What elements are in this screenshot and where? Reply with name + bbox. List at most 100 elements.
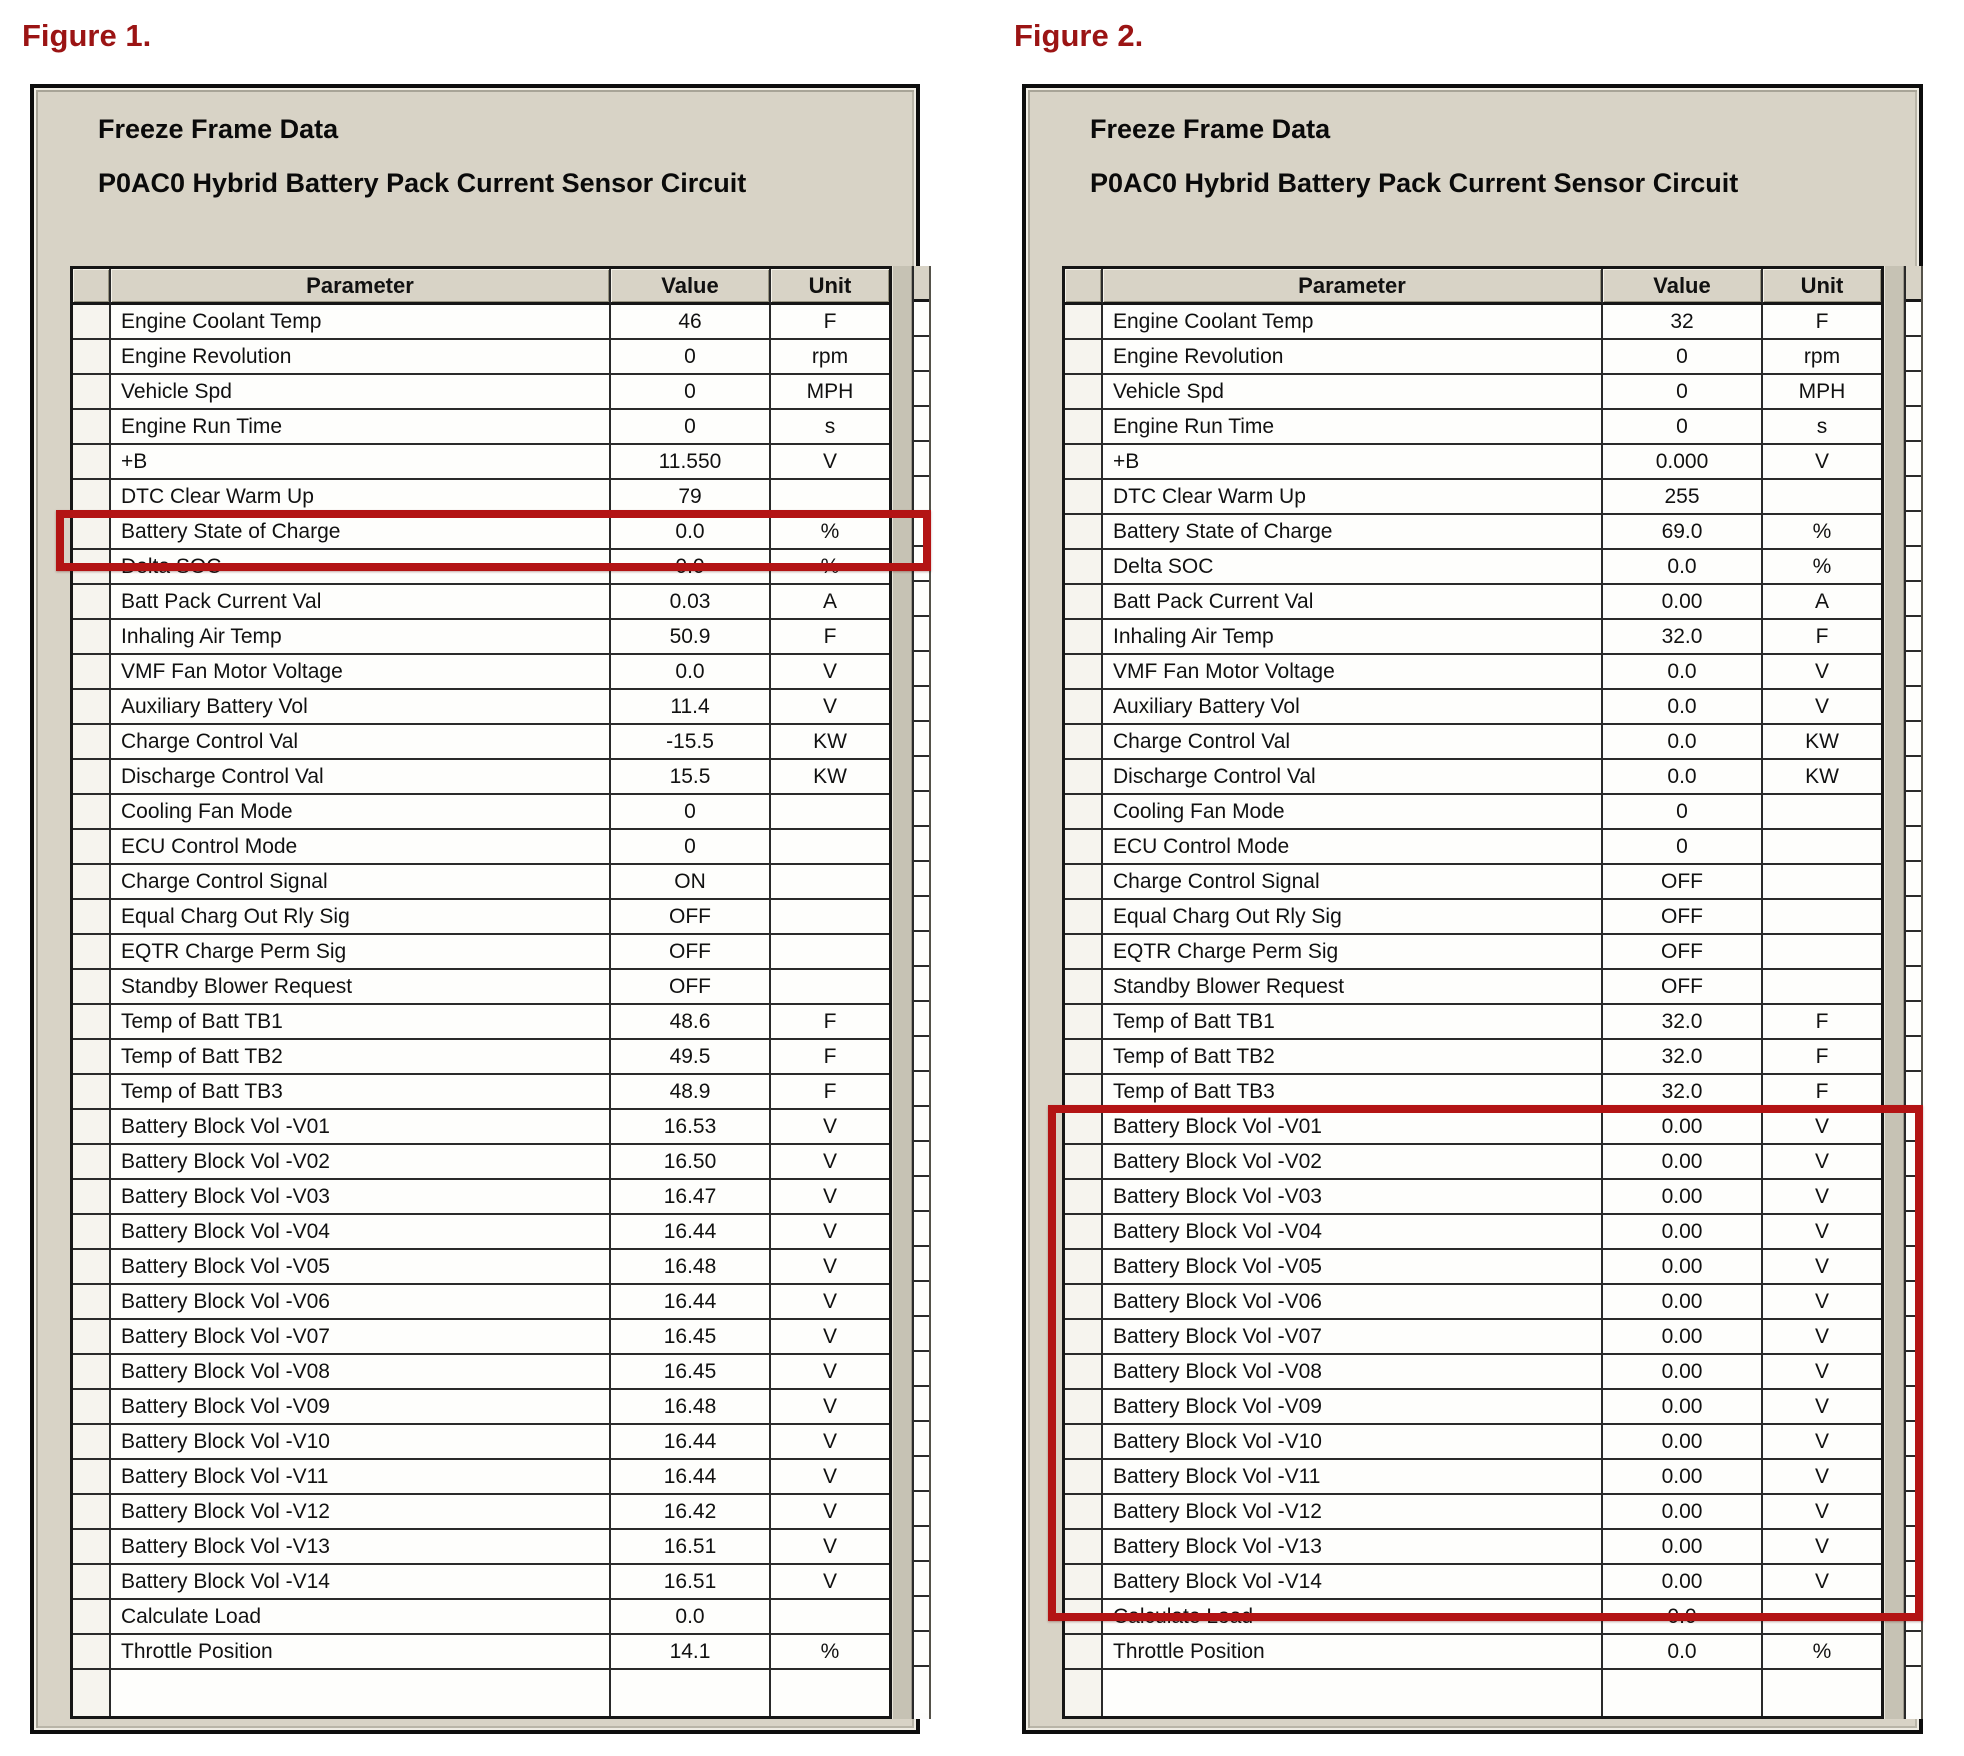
row-selector[interactable] [73, 1530, 111, 1565]
table-row[interactable]: Battery State of Charge 0.0% [73, 515, 889, 550]
row-selector[interactable] [1065, 305, 1103, 340]
row-selector[interactable] [1065, 1495, 1103, 1530]
row-selector[interactable] [73, 585, 111, 620]
table-row[interactable]: Engine Revolution 0 rpm [1065, 340, 1881, 375]
row-selector[interactable] [73, 550, 111, 585]
row-selector[interactable] [73, 340, 111, 375]
table-row[interactable]: Battery Block Vol -V06 0.00 V [1065, 1285, 1881, 1320]
table-row[interactable]: Temp of Batt TB1 32.0 F [1065, 1005, 1881, 1040]
table-row[interactable]: Delta SOC 0.0% [1065, 550, 1881, 585]
row-selector[interactable] [1065, 1145, 1103, 1180]
row-selector[interactable] [1065, 445, 1103, 480]
row-selector[interactable] [73, 1180, 111, 1215]
table-row[interactable]: Charge Control Val 0.0 KW [1065, 725, 1881, 760]
row-selector[interactable] [73, 690, 111, 725]
table-row[interactable]: Battery Block Vol -V13 0.00 V [1065, 1530, 1881, 1565]
row-selector[interactable] [1065, 1530, 1103, 1565]
table-row[interactable]: VMF Fan Motor Voltage 0.0 V [1065, 655, 1881, 690]
row-selector[interactable] [1065, 935, 1103, 970]
row-selector[interactable] [1065, 1320, 1103, 1355]
table-row[interactable]: Vehicle Spd 0 MPH [73, 375, 889, 410]
row-selector[interactable] [1065, 1390, 1103, 1425]
row-selector[interactable] [1065, 1565, 1103, 1600]
table-row[interactable]: Battery Block Vol -V05 16.48 V [73, 1250, 889, 1285]
row-selector[interactable] [73, 1215, 111, 1250]
row-selector[interactable] [73, 1075, 111, 1110]
row-selector[interactable] [73, 725, 111, 760]
table-row[interactable]: Battery Block Vol -V01 16.53 V [73, 1110, 889, 1145]
row-selector[interactable] [1065, 1075, 1103, 1110]
row-selector[interactable] [73, 515, 111, 550]
table-row[interactable]: Battery Block Vol -V02 0.00 V [1065, 1145, 1881, 1180]
row-selector[interactable] [1065, 375, 1103, 410]
table-row[interactable]: Battery Block Vol -V04 0.00 V [1065, 1215, 1881, 1250]
table-row[interactable]: Engine Revolution 0 rpm [73, 340, 889, 375]
table-row[interactable]: Battery Block Vol -V07 0.00 V [1065, 1320, 1881, 1355]
row-selector[interactable] [73, 375, 111, 410]
row-selector[interactable] [1065, 865, 1103, 900]
row-selector[interactable] [73, 830, 111, 865]
figure2-vertical-scrollbar[interactable] [1884, 266, 1906, 1719]
table-row[interactable]: Calculate Load 0.0 [1065, 1600, 1881, 1635]
row-selector[interactable] [1065, 1425, 1103, 1460]
row-selector[interactable] [73, 480, 111, 515]
table-row[interactable]: VMF Fan Motor Voltage 0.0 V [73, 655, 889, 690]
row-selector[interactable] [73, 795, 111, 830]
table-row[interactable]: Battery Block Vol -V10 16.44 V [73, 1425, 889, 1460]
table-row[interactable]: Battery Block Vol -V11 0.00 V [1065, 1460, 1881, 1495]
table-row[interactable]: ECU Control Mode 0 [1065, 830, 1881, 865]
row-selector[interactable] [73, 1040, 111, 1075]
table-row[interactable]: Battery Block Vol -V10 0.00 V [1065, 1425, 1881, 1460]
table-row[interactable]: Auxiliary Battery Vol 11.4 V [73, 690, 889, 725]
row-selector[interactable] [1065, 795, 1103, 830]
row-selector[interactable] [73, 305, 111, 340]
table-row[interactable]: EQTR Charge Perm Sig OFF [1065, 935, 1881, 970]
row-selector[interactable] [73, 655, 111, 690]
row-selector[interactable] [73, 1460, 111, 1495]
table-row[interactable]: Charge Control Signal ON [73, 865, 889, 900]
row-selector[interactable] [73, 1005, 111, 1040]
table-row[interactable]: Battery Block Vol -V12 0.00 V [1065, 1495, 1881, 1530]
table-row[interactable]: Charge Control Val -15.5 KW [73, 725, 889, 760]
table-row[interactable]: Battery Block Vol -V09 16.48 V [73, 1390, 889, 1425]
row-selector[interactable] [1065, 1215, 1103, 1250]
row-selector[interactable] [73, 1425, 111, 1460]
table-row[interactable]: Engine Coolant Temp 46 F [73, 305, 889, 340]
row-selector[interactable] [1065, 900, 1103, 935]
table-row[interactable]: Temp of Batt TB2 49.5 F [73, 1040, 889, 1075]
table-row[interactable]: Standby Blower Request OFF [73, 970, 889, 1005]
row-selector[interactable] [73, 900, 111, 935]
row-selector[interactable] [1065, 480, 1103, 515]
table-row[interactable]: Battery Block Vol -V11 16.44 V [73, 1460, 889, 1495]
table-row[interactable]: Battery Block Vol -V12 16.42 V [73, 1495, 889, 1530]
table-row[interactable]: Battery Block Vol -V03 0.00 V [1065, 1180, 1881, 1215]
row-selector[interactable] [73, 1635, 111, 1670]
table-row[interactable]: Temp of Batt TB2 32.0 F [1065, 1040, 1881, 1075]
row-selector[interactable] [73, 445, 111, 480]
table-row[interactable]: Battery Block Vol -V04 16.44 V [73, 1215, 889, 1250]
table-row[interactable]: Charge Control Signal OFF [1065, 865, 1881, 900]
table-row[interactable]: Calculate Load 0.0 [73, 1600, 889, 1635]
table-row[interactable]: DTC Clear Warm Up 79 [73, 480, 889, 515]
table-row[interactable]: Inhaling Air Temp 50.9 F [73, 620, 889, 655]
row-selector[interactable] [1065, 585, 1103, 620]
table-row[interactable]: Cooling Fan Mode 0 [1065, 795, 1881, 830]
row-selector[interactable] [1065, 340, 1103, 375]
table-row[interactable]: Battery Block Vol -V02 16.50 V [73, 1145, 889, 1180]
table-row[interactable]: Discharge Control Val 15.5 KW [73, 760, 889, 795]
table-row[interactable]: Throttle Position 14.1% [73, 1635, 889, 1670]
row-selector[interactable] [73, 1285, 111, 1320]
table-row[interactable]: Battery Block Vol -V08 0.00 V [1065, 1355, 1881, 1390]
row-selector[interactable] [73, 1600, 111, 1635]
table-row[interactable]: ECU Control Mode 0 [73, 830, 889, 865]
row-selector[interactable] [1065, 1005, 1103, 1040]
row-selector[interactable] [73, 970, 111, 1005]
row-selector[interactable] [1065, 1285, 1103, 1320]
row-selector[interactable] [1065, 1635, 1103, 1670]
table-row[interactable]: Throttle Position 0.0% [1065, 1635, 1881, 1670]
row-selector[interactable] [73, 760, 111, 795]
table-row[interactable]: Battery Block Vol -V13 16.51 V [73, 1530, 889, 1565]
table-row[interactable]: Battery Block Vol -V09 0.00 V [1065, 1390, 1881, 1425]
row-selector[interactable] [1065, 515, 1103, 550]
row-selector[interactable] [1065, 1460, 1103, 1495]
